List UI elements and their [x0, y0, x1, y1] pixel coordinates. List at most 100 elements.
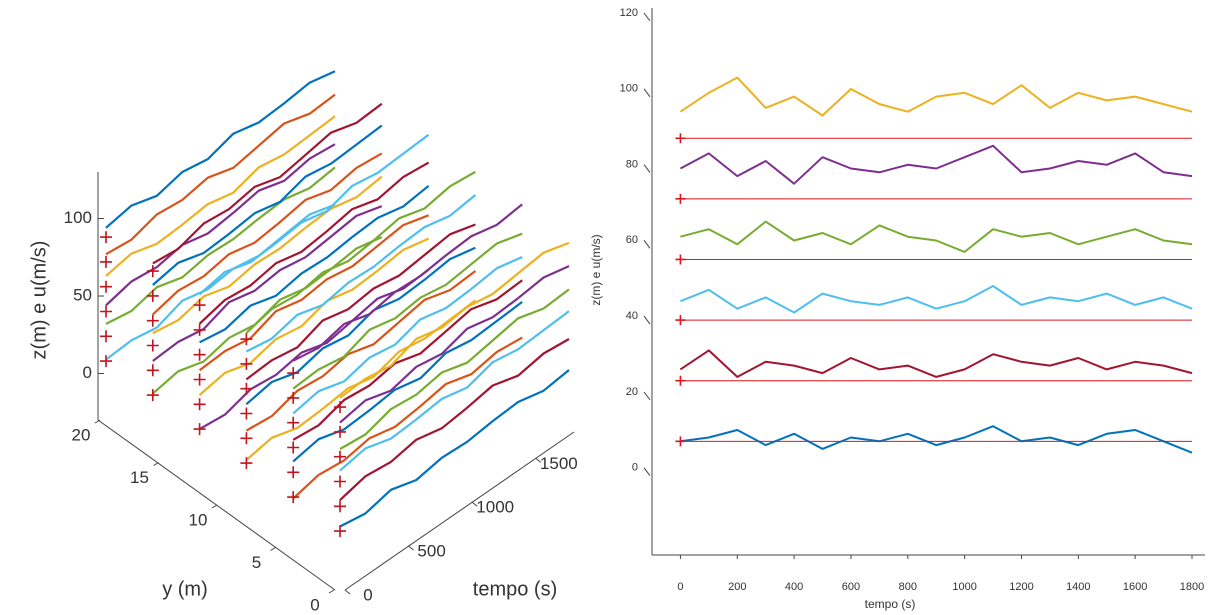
series-line — [152, 102, 383, 265]
series-line — [105, 166, 336, 325]
x-tick-label: 0 — [677, 581, 683, 593]
z-tick-label: 50 — [73, 285, 92, 304]
marker-cross — [146, 339, 159, 352]
y-tick-label: 20 — [72, 425, 91, 444]
marker-cross — [240, 407, 253, 420]
series-line — [292, 336, 523, 500]
x-tick — [535, 457, 542, 463]
x-tick-label: 1800 — [1180, 581, 1204, 593]
series-line — [105, 93, 336, 256]
marker-cross — [675, 436, 686, 447]
marker-cross — [240, 333, 253, 346]
marker-cross — [334, 401, 346, 414]
x-axis-title: tempo (s) — [473, 578, 557, 600]
y-tick — [643, 315, 651, 325]
series-line — [152, 152, 383, 316]
x-tick-label: 500 — [417, 542, 445, 561]
marker-cross — [100, 330, 112, 343]
series-line — [292, 232, 523, 390]
marker-cross — [100, 355, 112, 368]
marker-cross — [193, 299, 206, 312]
series-line — [105, 70, 336, 229]
marker-cross — [146, 389, 159, 402]
y-tick-label: 0 — [632, 462, 638, 474]
y-tick-label: 5 — [252, 553, 261, 572]
z-axis-title: z(m) e u(m/s) — [28, 241, 50, 360]
y-tick — [643, 240, 651, 249]
y-tick — [328, 589, 335, 594]
marker-cross — [146, 314, 159, 327]
y-tick-label: 60 — [626, 234, 638, 246]
series-line — [339, 241, 570, 399]
marker-cross — [193, 398, 206, 411]
series-line — [245, 194, 477, 353]
y-tick-label: 0 — [310, 595, 319, 614]
marker-cross — [334, 425, 346, 438]
series-line — [339, 338, 570, 501]
marker-cross — [193, 423, 206, 436]
series-line — [292, 255, 523, 415]
marker-cross — [675, 133, 686, 144]
y-tick-label: 80 — [626, 158, 638, 170]
marker-cross — [240, 357, 253, 370]
series-line — [198, 237, 430, 396]
marker-cross — [100, 305, 112, 318]
y-tick — [270, 547, 276, 551]
x-tick-label: 800 — [899, 581, 917, 593]
series-line — [679, 144, 1193, 185]
y-tick — [153, 462, 159, 466]
series-line — [105, 143, 336, 307]
series-line — [245, 170, 476, 334]
marker-cross — [287, 416, 300, 429]
marker-cross — [146, 364, 159, 377]
y-tick — [643, 12, 651, 22]
y-tick — [643, 391, 651, 401]
x-tick-label: 1400 — [1066, 581, 1090, 593]
y-tick — [211, 504, 218, 509]
marker-cross — [287, 441, 300, 454]
z-tick-label: 0 — [83, 363, 92, 382]
x-tick-label: 200 — [728, 581, 746, 593]
y-tick-label: 40 — [626, 310, 638, 322]
x-tick-label: 1200 — [1009, 581, 1033, 593]
series-line — [292, 203, 523, 362]
series-line — [339, 369, 570, 528]
series-line — [679, 76, 1193, 117]
series-line — [198, 161, 430, 325]
marker-cross — [287, 491, 300, 504]
marker-cross — [100, 255, 112, 268]
marker-cross — [334, 500, 346, 513]
series-line — [292, 301, 523, 463]
marker-cross — [287, 367, 300, 380]
x-tick-label: 1000 — [476, 498, 514, 517]
marker-cross — [240, 432, 253, 445]
series-line — [679, 349, 1193, 378]
marker-cross — [675, 315, 686, 326]
x-tick — [408, 545, 414, 551]
series-line — [680, 285, 1193, 314]
series-line — [152, 205, 383, 362]
marker-cross — [675, 375, 686, 386]
marker-cross — [675, 193, 686, 204]
y-axis-title: z(m) e u(m/s) — [589, 234, 603, 305]
marker-cross — [100, 231, 112, 244]
series-line — [198, 214, 429, 372]
y-tick-label: 15 — [130, 468, 149, 487]
x-tick-label: 600 — [842, 581, 860, 593]
series-line — [680, 425, 1193, 454]
x-tick-label: 0 — [363, 585, 372, 604]
y-tick — [643, 164, 651, 173]
y-tick — [643, 467, 651, 476]
series-line — [245, 223, 476, 381]
marker-cross — [100, 280, 112, 293]
series-line — [339, 310, 570, 472]
series-line — [245, 246, 476, 406]
z-tick-label: 100 — [64, 208, 92, 227]
x-tick — [344, 589, 351, 595]
y-tick-label: 20 — [626, 386, 638, 398]
marker-cross — [334, 525, 346, 538]
marker-cross — [193, 348, 206, 361]
y-tick-label: 100 — [620, 83, 638, 95]
series-line — [245, 270, 477, 432]
